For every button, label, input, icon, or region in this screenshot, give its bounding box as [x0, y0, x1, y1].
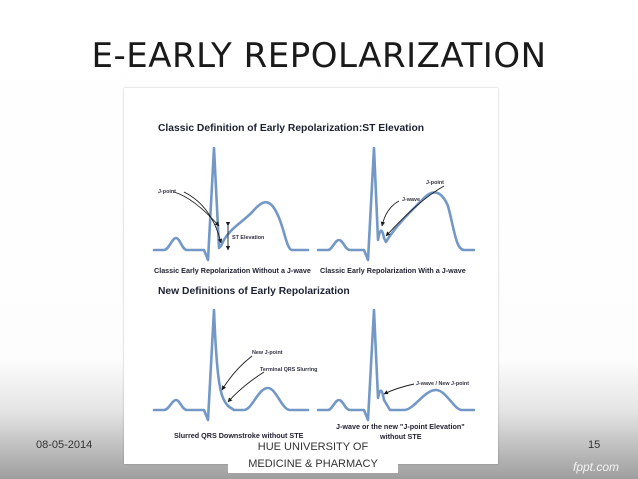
section2-heading: New Definitions of Early Repolarization: [158, 286, 350, 297]
jpoint-arrow-panel1: [173, 191, 220, 227]
panel4-caption-line1: J-wave or the new "J-point Elevation": [336, 422, 465, 431]
jpoint-label-panel1: J-point: [158, 189, 176, 195]
ecg-trace-panel2: [316, 146, 476, 262]
jpoint-label-panel2: J-point: [426, 180, 444, 186]
watermark: fppt.com: [573, 460, 620, 474]
jpoint-arrow2-panel1: [183, 191, 223, 244]
st-elevation-label: ST Elevation: [232, 235, 264, 241]
panel4-caption-line2: without STE: [379, 432, 422, 441]
ecg-trace-panel3: [152, 308, 310, 422]
jwave-arrow-panel4: [383, 383, 415, 395]
section1-heading: Classic Definition of Early Repolarizati…: [158, 123, 424, 134]
panel-slurred-qrs: New J-point Terminal QRS Slurring Slurre…: [152, 308, 317, 440]
footer-institution-line2: MEDICINE & PHARMACY: [248, 458, 378, 470]
panel-jwave-without-ste: J-wave / New J-point J-wave or the new "…: [316, 308, 476, 441]
slurring-arrow-panel3: [227, 371, 265, 403]
slide-title: E-EARLY REPOLARIZATION: [91, 36, 547, 76]
jwave-label-panel4: J-wave / New J-point: [416, 381, 469, 387]
footer-date: 08-05-2014: [36, 439, 93, 451]
page-number: 15: [588, 439, 601, 451]
jwave-label-panel2: J-wave: [402, 197, 420, 203]
newj-arrow-panel3: [221, 355, 253, 391]
slurring-label-panel3: Terminal QRS Slurring: [260, 367, 317, 373]
early-repolarization-figure: Classic Definition of Early Repolarizati…: [124, 88, 498, 464]
panel1-caption: Classic Early Repolarization Without a J…: [154, 266, 311, 275]
jpoint-arrow-panel2: [385, 185, 445, 237]
panel3-caption: Slurred QRS Downstroke without STE: [174, 431, 304, 440]
footer-institution-line1: HUE UNIVERSITY OF: [257, 441, 369, 453]
panel2-caption: Classic Early Repolarization With a J-wa…: [320, 266, 466, 275]
ecg-trace-panel1: [152, 146, 310, 262]
figure-diagram: Classic Definition of Early Repolarizati…: [152, 123, 476, 441]
panel-classic-without-jwave: J-point ST Elevation Classic Early Repol…: [152, 146, 311, 275]
newj-label-panel3: New J-point: [252, 350, 283, 356]
panel-classic-with-jwave: J-point J-wave Classic Early Repolarizat…: [316, 146, 476, 275]
footer-institution: HUE UNIVERSITY OF MEDICINE & PHARMACY: [228, 439, 398, 473]
ecg-trace-panel4: [316, 308, 476, 422]
jwave-arrow-panel2: [380, 200, 400, 227]
